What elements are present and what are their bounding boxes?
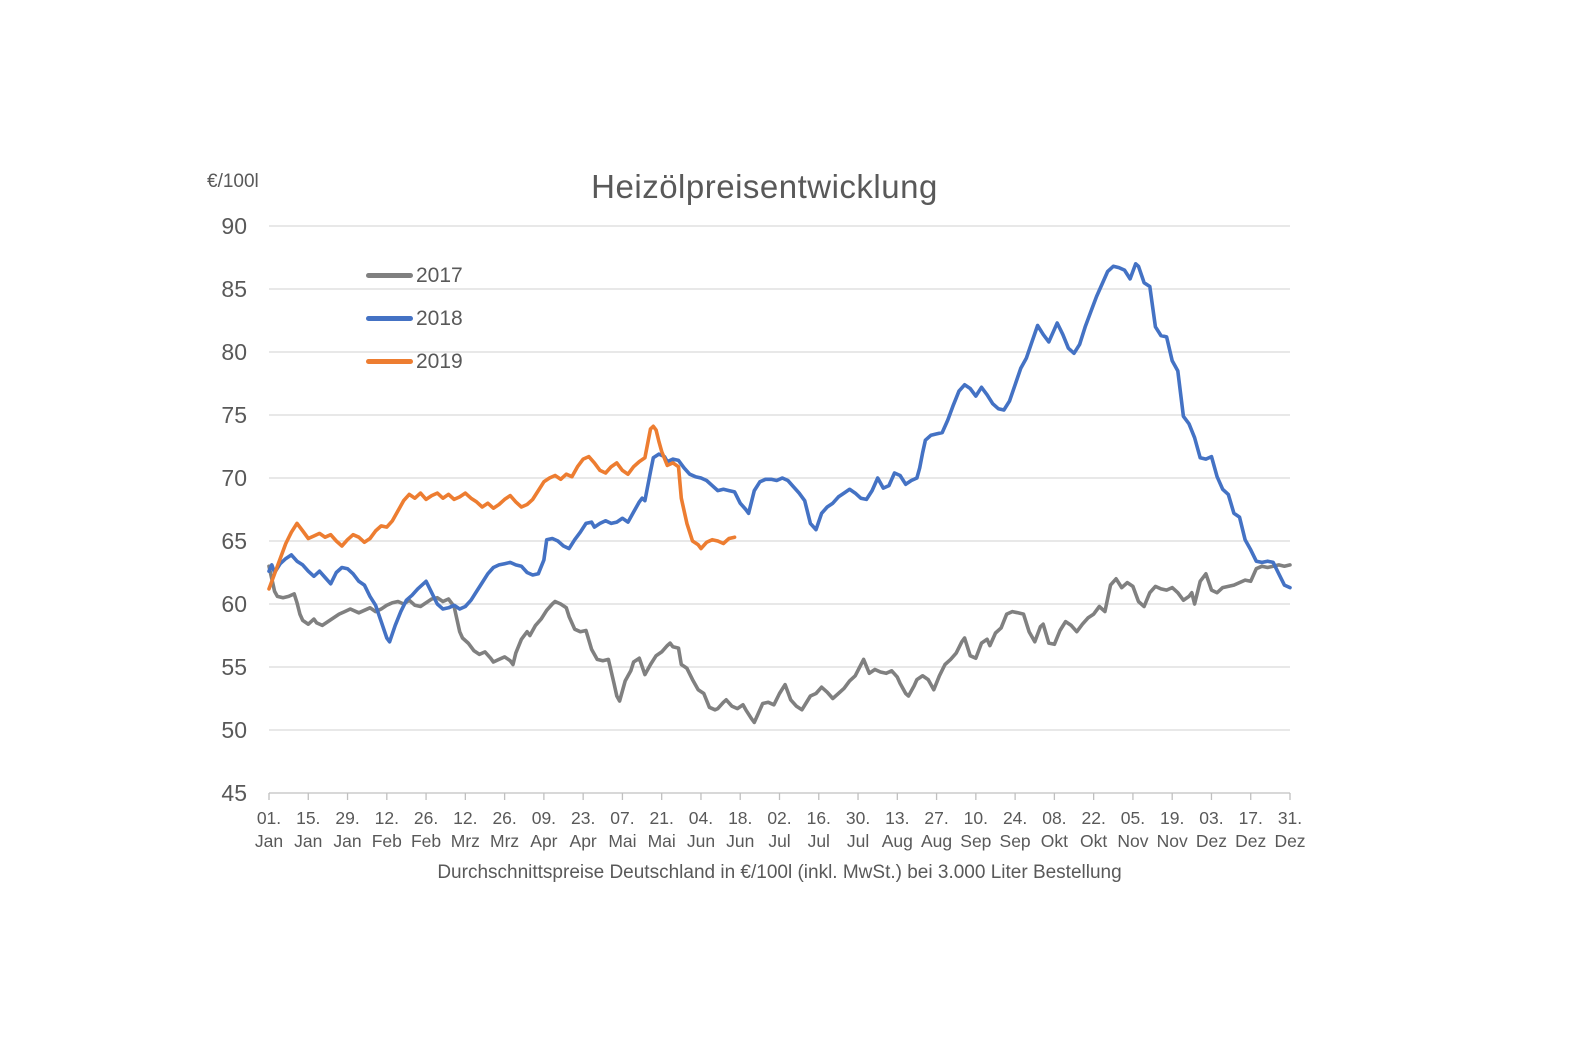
x-tick-label-17.Dez: 17. Dez bbox=[1235, 808, 1266, 851]
x-tick-label-04.Jun: 04. Jun bbox=[687, 808, 715, 851]
legend: 2017 2018 2019 bbox=[366, 254, 463, 383]
x-tick-label-03.Dez: 03. Dez bbox=[1196, 808, 1227, 851]
x-tick-label-29.Jan: 29. Jan bbox=[333, 808, 361, 851]
chart-title: Heizölpreisentwicklung bbox=[591, 168, 938, 205]
x-tick-label-02.Jul: 02. Jul bbox=[767, 808, 791, 851]
x-tick-label-05.Nov: 05. Nov bbox=[1117, 808, 1148, 851]
x-tick-label-01.Jan: 01. Jan bbox=[255, 808, 283, 851]
legend-swatch-2017 bbox=[366, 273, 413, 278]
y-tick-label-85: 85 bbox=[221, 276, 247, 302]
y-tick-label-90: 90 bbox=[221, 213, 247, 239]
y-tick-label-65: 65 bbox=[221, 528, 247, 554]
series-line-2019 bbox=[267, 424, 737, 591]
x-tick-label-31.Dez: 31. Dez bbox=[1274, 808, 1305, 851]
x-tick-label-26.Mrz: 26. Mrz bbox=[490, 808, 519, 851]
series-line-2017 bbox=[267, 563, 1292, 725]
x-tick-label-07.Mai: 07. Mai bbox=[608, 808, 636, 851]
x-tick-label-08.Okt: 08. Okt bbox=[1041, 808, 1068, 851]
y-tick-label-50: 50 bbox=[221, 717, 247, 743]
y-tick-label-55: 55 bbox=[221, 654, 247, 680]
x-tick-label-13.Aug: 13. Aug bbox=[882, 808, 913, 851]
x-tick-label-12.Mrz: 12. Mrz bbox=[451, 808, 480, 851]
x-tick-label-18.Jun: 18. Jun bbox=[726, 808, 754, 851]
chart-caption: Durchschnittspreise Deutschland in €/100… bbox=[437, 862, 1122, 883]
legend-item-2017: 2017 bbox=[366, 254, 463, 297]
x-tick-label-23.Apr: 23. Apr bbox=[570, 808, 597, 851]
y-tick-label-70: 70 bbox=[221, 465, 247, 491]
x-tick-label-09.Apr: 09. Apr bbox=[530, 808, 557, 851]
y-axis-unit-label: €/100l bbox=[207, 171, 259, 192]
x-tick-label-24.Sep: 24. Sep bbox=[1000, 808, 1031, 851]
legend-label-2019: 2019 bbox=[416, 349, 463, 373]
x-tick-label-12.Feb: 12. Feb bbox=[372, 808, 402, 851]
legend-item-2018: 2018 bbox=[366, 297, 463, 340]
y-tick-label-45: 45 bbox=[221, 780, 247, 806]
x-tick-label-15.Jan: 15. Jan bbox=[294, 808, 322, 851]
legend-item-2019: 2019 bbox=[366, 340, 463, 383]
x-tick-label-16.Jul: 16. Jul bbox=[807, 808, 831, 851]
series-line-2018 bbox=[267, 262, 1292, 644]
legend-swatch-2019 bbox=[366, 359, 413, 364]
x-tick-label-30.Jul: 30. Jul bbox=[846, 808, 870, 851]
x-tick-label-19.Nov: 19. Nov bbox=[1157, 808, 1188, 851]
y-tick-label-75: 75 bbox=[221, 402, 247, 428]
y-tick-label-60: 60 bbox=[221, 591, 247, 617]
x-tick-label-21.Mai: 21. Mai bbox=[648, 808, 676, 851]
legend-swatch-2018 bbox=[366, 316, 413, 321]
x-tick-label-10.Sep: 10. Sep bbox=[960, 808, 991, 851]
legend-label-2018: 2018 bbox=[416, 306, 463, 330]
y-tick-label-80: 80 bbox=[221, 339, 247, 365]
x-tick-label-26.Feb: 26. Feb bbox=[411, 808, 441, 851]
x-tick-label-22.Okt: 22. Okt bbox=[1080, 808, 1107, 851]
x-tick-label-27.Aug: 27. Aug bbox=[921, 808, 952, 851]
legend-label-2017: 2017 bbox=[416, 263, 463, 287]
